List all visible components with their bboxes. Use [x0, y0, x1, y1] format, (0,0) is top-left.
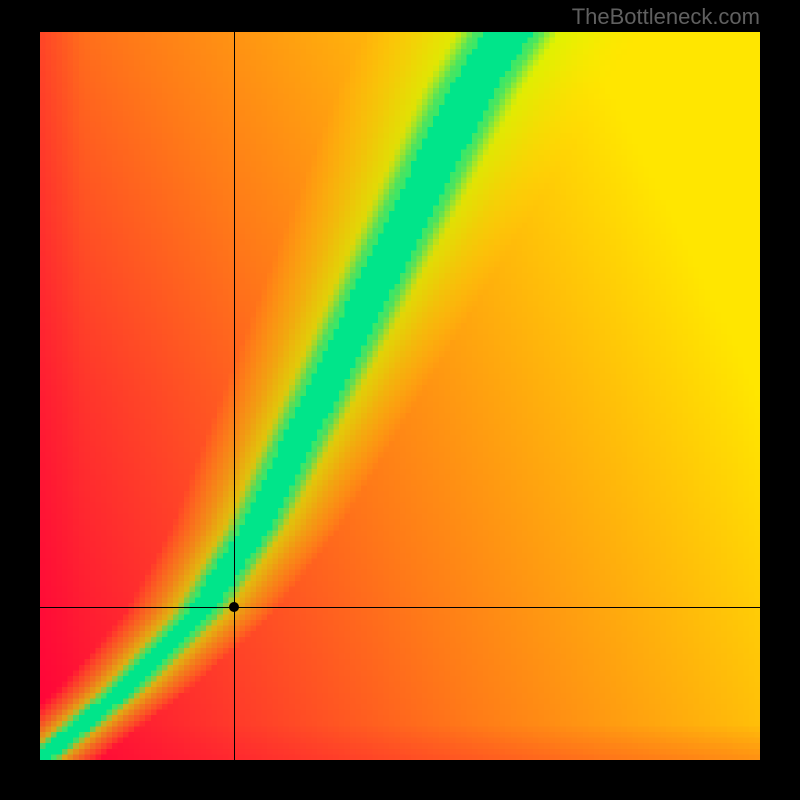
heatmap-canvas — [40, 32, 760, 760]
crosshair-marker — [229, 602, 239, 612]
heatmap-plot — [40, 32, 760, 760]
crosshair-horizontal — [40, 607, 760, 608]
crosshair-vertical — [234, 32, 235, 760]
watermark-text: TheBottleneck.com — [572, 4, 760, 30]
